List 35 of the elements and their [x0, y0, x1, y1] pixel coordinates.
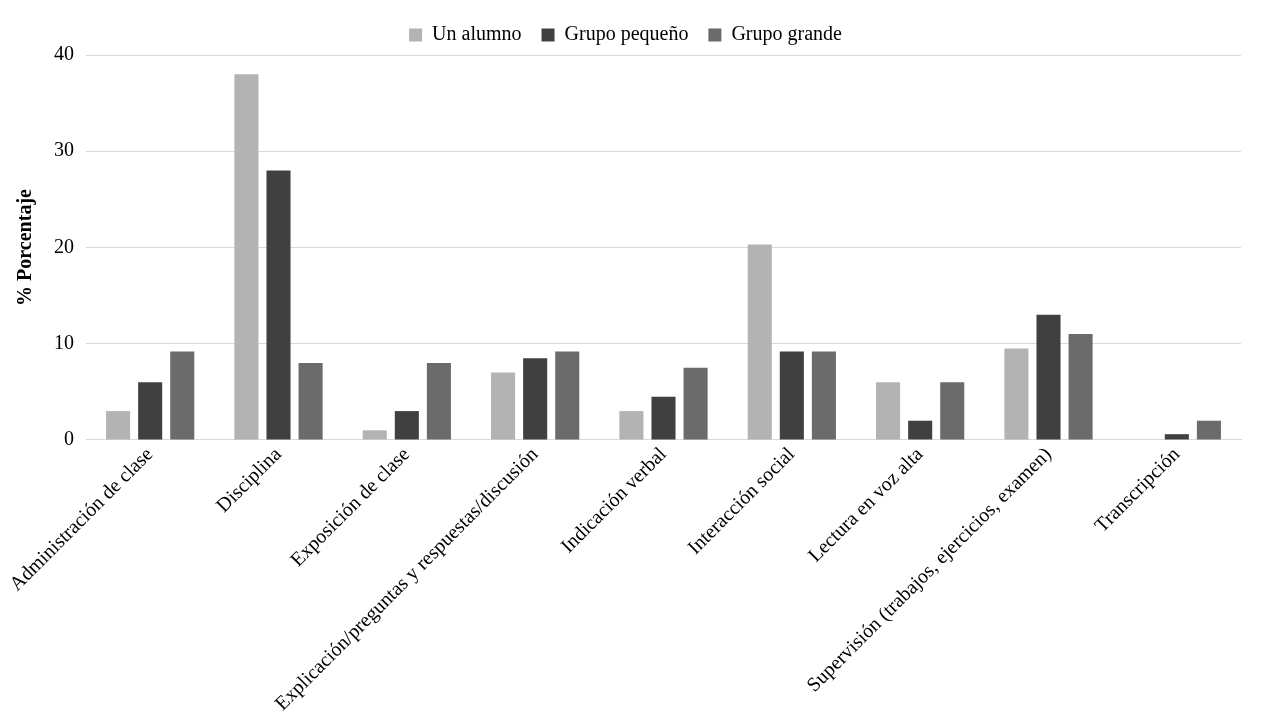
- bar: [491, 372, 516, 440]
- y-axis-title: % Porcentaje: [13, 188, 37, 306]
- bar: [234, 74, 259, 440]
- bar: [106, 411, 131, 440]
- bar: [811, 351, 836, 440]
- bar: [908, 420, 933, 440]
- bar: [619, 411, 644, 440]
- bar: [1004, 348, 1029, 440]
- y-tick-label: 10: [54, 330, 74, 353]
- legend-label: Un alumno: [432, 22, 522, 45]
- bar: [266, 170, 291, 440]
- bar: [555, 351, 580, 440]
- y-tick-label: 40: [54, 42, 74, 65]
- bar: [426, 362, 451, 440]
- bar: [362, 430, 387, 440]
- bar: [1164, 434, 1189, 440]
- y-tick-label: 20: [54, 234, 74, 257]
- bar: [940, 382, 965, 440]
- bar: [1068, 334, 1093, 440]
- bar: [683, 367, 708, 440]
- bar: [747, 244, 772, 440]
- bar: [298, 362, 323, 440]
- bar: [394, 411, 419, 440]
- y-tick-label: 0: [64, 427, 74, 450]
- bar: [523, 358, 548, 440]
- bar: [1036, 314, 1061, 440]
- bar: [651, 396, 676, 440]
- legend-label: Grupo pequeño: [564, 22, 689, 46]
- bar: [138, 382, 163, 440]
- bar: [876, 382, 901, 440]
- y-tick-label: 30: [54, 138, 74, 161]
- legend-label: Grupo grande: [731, 22, 843, 46]
- bar: [170, 351, 195, 440]
- bar: [779, 351, 804, 440]
- bar: [1196, 420, 1221, 440]
